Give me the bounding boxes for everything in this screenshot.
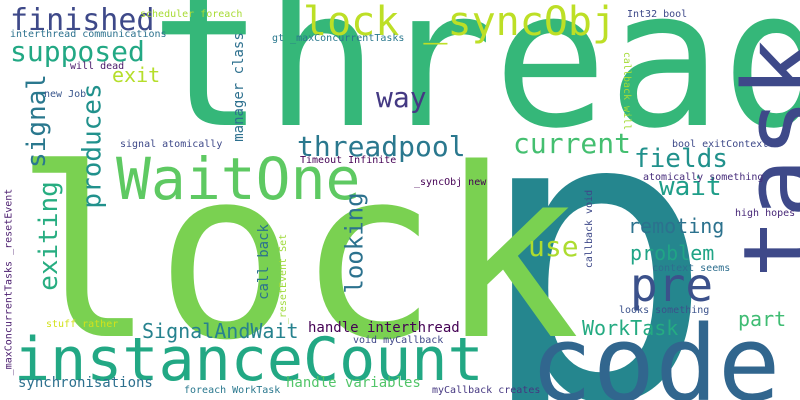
word-synchronisations: synchronisations [18,376,153,390]
word-part: part [738,309,786,329]
word-callback-void: callback void [585,190,595,268]
word-foreach-WorkTask: foreach WorkTask [184,386,280,396]
word-WorkTask: WorkTask [582,318,678,338]
word-bool-exitContext: bool exitContext [672,140,768,150]
word-current: current [513,130,631,158]
word-syncObj-new: _syncObj new [414,178,486,188]
word-handle-interthread: handle interthread [308,321,460,335]
word-task: task [730,38,800,279]
word-will-dead: will dead [70,62,124,72]
word-context-seems: context seems [652,264,730,274]
word-manager-class: manager class [232,32,246,142]
word-handle-variables: handle variables [286,376,421,390]
word-high-hopes: high hopes [735,209,795,219]
word-remoting: remoting [628,216,724,236]
word-Int32-bool: Int32 bool [627,10,687,20]
word-way: way [376,84,427,112]
word-produces: produces [80,83,106,208]
word-scheduler-foreach: scheduler foreach [140,10,242,20]
word-gt-maxConcurrentTasks: gt _maxConcurrentTasks [272,34,404,44]
word-interthread-communications: interthread communications [10,30,167,40]
word-resetEvent-Set: _resetEvent Set [279,234,289,324]
word-stuff-rather: stuff rather [46,320,118,330]
word-use: use [528,233,579,261]
word-atomically-something: atomically something [643,173,763,183]
word-looking: looking [343,192,367,293]
word-new-Job: new Job [44,90,86,100]
word-myCallback-creates: myCallback creates [432,386,540,396]
word-SignalAndWait: SignalAndWait [142,321,299,341]
word-exiting: exiting [36,181,62,291]
word-problem: problem [630,243,714,263]
word-signal-atomically: signal atomically [120,140,222,150]
word-maxConcurrentTasks-resetEvent: _maxConcurrentTasks _resetEvent [4,189,14,376]
word-call-back: call back [257,224,271,300]
word-callback-will: callback will [621,52,631,130]
word-void-myCallback: void myCallback [353,336,443,346]
word-Timeout-Infinite: Timeout Infinite [300,156,396,166]
word-looks-something: looks something [619,306,709,316]
